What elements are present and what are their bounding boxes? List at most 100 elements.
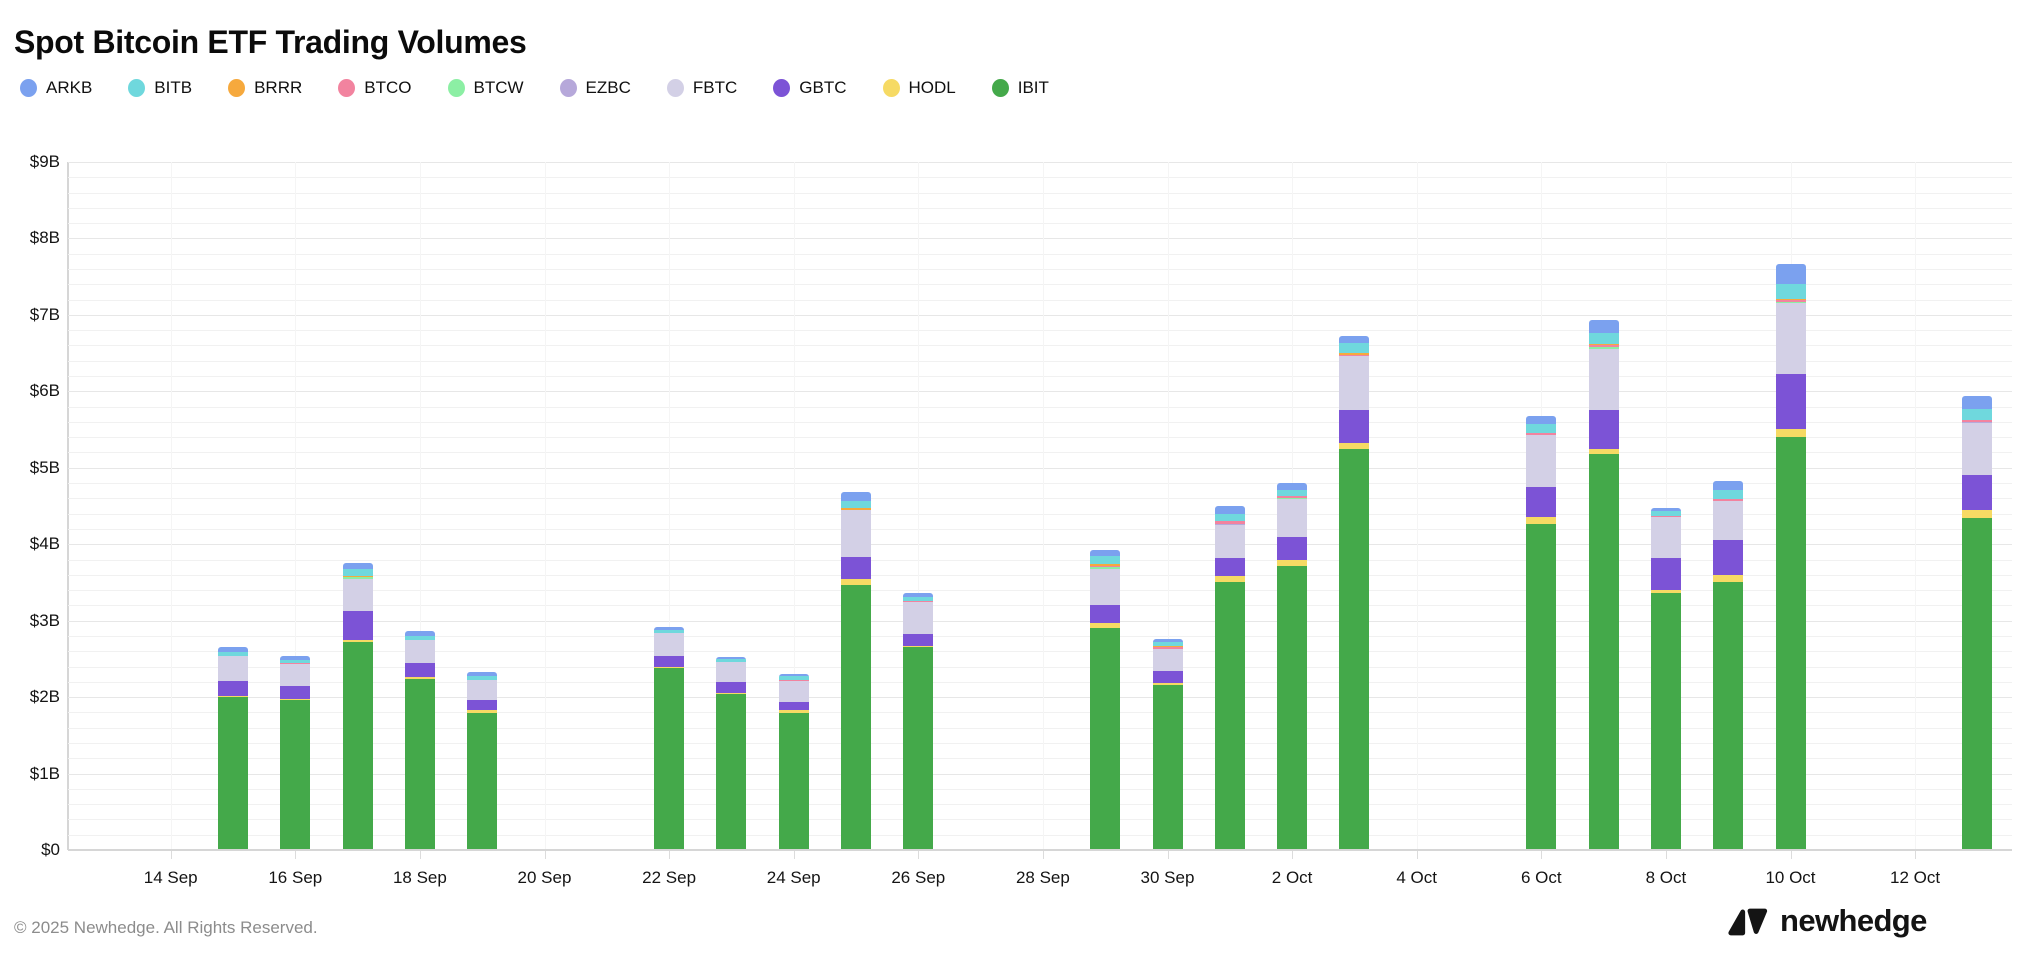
bar-segment-btco[interactable] (778, 679, 809, 682)
bar-segment-fbtc[interactable] (467, 680, 498, 701)
bar-segment-fbtc[interactable] (342, 578, 373, 611)
bar-segment-bitb[interactable] (1775, 283, 1806, 299)
bar-segment-ibit[interactable] (218, 697, 248, 850)
bar-segment-fbtc[interactable] (1152, 648, 1183, 672)
bar-segment-arkb[interactable] (1339, 335, 1370, 344)
bar-segment-fbtc[interactable] (404, 639, 435, 663)
bar-segment-hodl[interactable] (1588, 448, 1619, 455)
bar-segment-bitb[interactable] (778, 676, 809, 680)
bar-segment-hodl[interactable] (1090, 622, 1121, 629)
legend-item-brrr[interactable]: BRRR (228, 78, 302, 98)
bar-segment-brrr[interactable] (342, 575, 373, 578)
bar-segment-arkb[interactable] (1650, 507, 1681, 512)
bar-segment-fbtc[interactable] (1962, 423, 1993, 475)
bar-segment-hodl[interactable] (903, 645, 934, 648)
bar-segment-fbtc[interactable] (1339, 356, 1370, 410)
bar-segment-gbtc[interactable] (778, 701, 809, 711)
bar-segment-gbtc[interactable] (1588, 409, 1619, 449)
bar-segment-arkb[interactable] (778, 674, 809, 677)
bar-segment-ezbc[interactable] (1962, 421, 1993, 424)
bar-segment-arkb[interactable] (841, 492, 871, 501)
bar-segment-hodl[interactable] (654, 666, 685, 669)
bar-segment-gbtc[interactable] (280, 685, 311, 699)
legend-item-arkb[interactable]: ARKB (20, 78, 92, 98)
bar-segment-btco[interactable] (1713, 499, 1744, 502)
bar-segment-arkb[interactable] (654, 626, 685, 630)
bar-segment-bitb[interactable] (1713, 489, 1744, 500)
bar-segment-btco[interactable] (1650, 515, 1681, 518)
bar-segment-hodl[interactable] (1277, 559, 1308, 567)
bar-segment-fbtc[interactable] (1214, 525, 1245, 558)
bar-segment-fbtc[interactable] (280, 664, 311, 686)
bar-segment-fbtc[interactable] (1713, 501, 1744, 540)
bar-segment-ibit[interactable] (716, 694, 747, 850)
legend-item-bitb[interactable]: BITB (128, 78, 192, 98)
bar-segment-ibit[interactable] (1090, 628, 1121, 850)
bar-segment-gbtc[interactable] (1775, 373, 1806, 429)
bar-segment-ibit[interactable] (903, 647, 934, 850)
bar-segment-brrr[interactable] (1152, 645, 1183, 648)
bar-segment-ibit[interactable] (467, 713, 498, 850)
bar-segment-arkb[interactable] (1775, 264, 1806, 284)
legend-item-btco[interactable]: BTCO (338, 78, 412, 98)
bar-segment-brrr[interactable] (1775, 298, 1806, 301)
bar-segment-hodl[interactable] (1775, 428, 1806, 438)
bar-segment-gbtc[interactable] (467, 700, 498, 711)
bar-segment-arkb[interactable] (467, 671, 498, 676)
bar-segment-gbtc[interactable] (1713, 539, 1744, 575)
bar-segment-bitb[interactable] (841, 500, 871, 509)
bar-segment-brrr[interactable] (1339, 353, 1370, 355)
bar-segment-bitb[interactable] (1526, 424, 1557, 433)
bar-segment-ibit[interactable] (1526, 523, 1557, 850)
bar-segment-ibit[interactable] (1152, 684, 1183, 850)
bar-segment-hodl[interactable] (716, 692, 747, 695)
bar-segment-arkb[interactable] (404, 631, 435, 636)
bar-segment-fbtc[interactable] (654, 632, 685, 656)
bar-segment-hodl[interactable] (1152, 683, 1183, 685)
bar-segment-fbtc[interactable] (716, 661, 747, 682)
bar-segment-bitb[interactable] (654, 629, 685, 633)
bar-segment-hodl[interactable] (1962, 509, 1993, 519)
bar-segment-fbtc[interactable] (1775, 303, 1806, 374)
bar-segment-gbtc[interactable] (716, 681, 747, 693)
bar-segment-gbtc[interactable] (1526, 486, 1557, 517)
bar-segment-arkb[interactable] (1713, 480, 1744, 490)
bar-segment-bitb[interactable] (404, 635, 435, 640)
bar-segment-arkb[interactable] (1152, 639, 1183, 643)
bar-segment-fbtc[interactable] (1526, 434, 1557, 487)
bar-segment-brrr[interactable] (841, 508, 871, 510)
bar-segment-arkb[interactable] (903, 593, 934, 597)
bar-segment-bitb[interactable] (1214, 513, 1245, 522)
bar-segment-hodl[interactable] (1526, 516, 1557, 524)
bar-segment-btco[interactable] (1526, 432, 1557, 435)
bar-segment-btco[interactable] (1339, 354, 1370, 357)
bar-segment-fbtc[interactable] (218, 655, 248, 682)
bar-segment-ibit[interactable] (654, 668, 685, 850)
bar-segment-ibit[interactable] (841, 584, 871, 850)
bar-segment-gbtc[interactable] (654, 655, 685, 667)
bar-segment-arkb[interactable] (1526, 415, 1557, 425)
bar-segment-gbtc[interactable] (404, 662, 435, 678)
bar-segment-hodl[interactable] (404, 677, 435, 679)
bar-segment-gbtc[interactable] (903, 633, 934, 646)
bar-segment-arkb[interactable] (342, 562, 373, 570)
bar-segment-hodl[interactable] (467, 710, 498, 714)
bar-segment-ibit[interactable] (1713, 581, 1744, 850)
bar-segment-hodl[interactable] (778, 710, 809, 714)
bar-segment-ezbc[interactable] (1214, 523, 1245, 526)
bar-segment-arkb[interactable] (716, 656, 747, 659)
bar-segment-ibit[interactable] (1339, 449, 1370, 850)
bar-segment-btcw[interactable] (1277, 497, 1308, 500)
bar-segment-bitb[interactable] (1152, 642, 1183, 646)
bar-segment-fbtc[interactable] (903, 602, 934, 634)
bar-segment-ibit[interactable] (1962, 518, 1993, 850)
bar-segment-arkb[interactable] (1962, 395, 1993, 409)
bar-segment-bitb[interactable] (1339, 343, 1370, 354)
bar-segment-btco[interactable] (1214, 521, 1245, 524)
bar-segment-btco[interactable] (1775, 300, 1806, 302)
legend-item-gbtc[interactable]: GBTC (773, 78, 847, 98)
bar-segment-fbtc[interactable] (1277, 499, 1308, 538)
bar-segment-fbtc[interactable] (1650, 517, 1681, 558)
legend-item-ibit[interactable]: IBIT (991, 78, 1049, 98)
bar-segment-hodl[interactable] (280, 698, 311, 701)
